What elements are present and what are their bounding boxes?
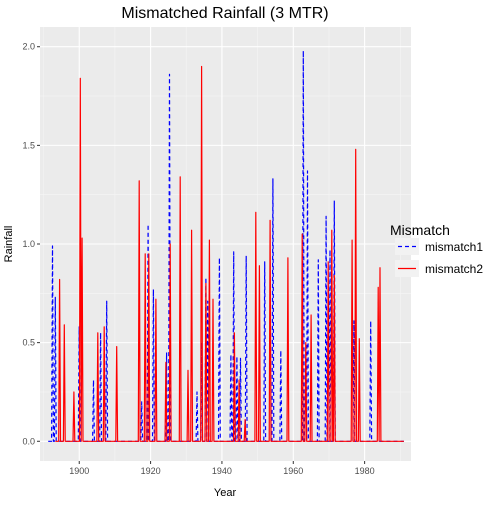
data-point-mismatch2 <box>269 220 270 221</box>
data-point-mismatch1 <box>205 277 206 278</box>
y-axis-title: Rainfall <box>3 226 15 263</box>
data-point-mismatch1 <box>370 320 371 321</box>
y-tick-label: 1.0 <box>22 239 35 249</box>
legend-title: Mismatch <box>390 222 450 238</box>
data-point-mismatch1 <box>233 251 234 252</box>
data-point-mismatch1 <box>303 50 304 51</box>
data-point-mismatch2 <box>80 78 81 79</box>
series-layer <box>48 50 404 442</box>
legend-label-mismatch1: mismatch1 <box>425 240 483 254</box>
data-point-mismatch2 <box>302 234 303 235</box>
data-point-mismatch1 <box>147 224 148 225</box>
data-point-mismatch2 <box>334 275 335 276</box>
x-tick-label: 1920 <box>141 466 161 476</box>
data-point-mismatch2 <box>59 279 60 280</box>
data-point-mismatch2 <box>379 267 380 268</box>
x-tick-label: 1980 <box>355 466 375 476</box>
data-point-mismatch2 <box>328 261 329 262</box>
data-point-mismatch1 <box>325 216 326 217</box>
y-tick-label: 2.0 <box>22 42 35 52</box>
data-point-mismatch1 <box>236 356 237 357</box>
data-point-mismatch1 <box>52 245 53 246</box>
data-point-mismatch1 <box>219 257 220 258</box>
x-axis-title: Year <box>214 487 237 499</box>
y-tick-label: 0.5 <box>22 338 35 348</box>
data-point-mismatch2 <box>355 149 356 150</box>
data-point-mismatch1 <box>207 301 208 302</box>
y-axis: 0.0 0.5 1.0 1.5 2.0 <box>22 42 40 446</box>
data-point-mismatch1 <box>334 200 335 201</box>
legend: Mismatch mismatch1 mismatch2 <box>390 222 483 277</box>
x-tick-label: 1900 <box>69 466 89 476</box>
data-point-mismatch1 <box>240 358 241 359</box>
data-point-mismatch2 <box>259 265 260 266</box>
data-point-mismatch1 <box>329 249 330 250</box>
data-point-mismatch2 <box>187 370 188 371</box>
data-point-mismatch2 <box>170 243 171 244</box>
data-point-mismatch2 <box>165 362 166 363</box>
data-point-mismatch2 <box>97 332 98 333</box>
data-point-mismatch2 <box>64 324 65 325</box>
data-point-mismatch1 <box>153 289 154 290</box>
data-point-mismatch2 <box>352 239 353 240</box>
data-point-mismatch2 <box>331 230 332 231</box>
x-tick-label: 1940 <box>212 466 232 476</box>
data-point-mismatch1 <box>318 259 319 260</box>
data-point-mismatch1 <box>93 380 94 381</box>
data-point-mismatch1 <box>280 350 281 351</box>
data-point-mismatch2 <box>180 176 181 177</box>
x-tick-label: 1960 <box>283 466 303 476</box>
data-point-mismatch2 <box>359 338 360 339</box>
data-point-mismatch2 <box>155 299 156 300</box>
data-point-mismatch1 <box>353 320 354 321</box>
data-point-mismatch2 <box>305 342 306 343</box>
data-point-mismatch1 <box>169 74 170 75</box>
data-point-mismatch2 <box>287 257 288 258</box>
data-point-mismatch2 <box>378 287 379 288</box>
x-axis: 1900 1920 1940 1960 1980 <box>69 461 375 476</box>
data-point-mismatch2 <box>81 237 82 238</box>
data-point-mismatch2 <box>104 326 105 327</box>
data-point-mismatch2 <box>116 346 117 347</box>
data-point-mismatch2 <box>238 380 239 381</box>
data-point-mismatch2 <box>73 391 74 392</box>
data-point-mismatch1 <box>264 261 265 262</box>
y-tick-label: 1.5 <box>22 140 35 150</box>
data-point-mismatch1 <box>246 255 247 256</box>
data-point-mismatch1 <box>272 178 273 179</box>
chart-title: Mismatched Rainfall (3 MTR) <box>121 5 328 22</box>
data-point-mismatch2 <box>148 253 149 254</box>
data-point-mismatch2 <box>191 230 192 231</box>
data-point-mismatch1 <box>166 352 167 353</box>
data-point-mismatch2 <box>245 419 246 420</box>
data-point-mismatch2 <box>139 180 140 181</box>
data-point-mismatch2 <box>201 66 202 67</box>
data-point-mismatch1 <box>55 297 56 298</box>
data-point-mismatch1 <box>100 332 101 333</box>
y-tick-label: 0.0 <box>22 436 35 446</box>
data-point-mismatch2 <box>145 253 146 254</box>
series-line-mismatch2 <box>55 65 404 442</box>
data-point-mismatch2 <box>234 332 235 333</box>
data-point-mismatch2 <box>311 314 312 315</box>
data-point-mismatch1 <box>230 354 231 355</box>
data-point-mismatch1 <box>141 401 142 402</box>
data-point-mismatch1 <box>106 301 107 302</box>
data-point-mismatch2 <box>205 283 206 284</box>
data-point-mismatch1 <box>196 391 197 392</box>
data-point-mismatch2 <box>255 212 256 213</box>
legend-label-mismatch2: mismatch2 <box>425 262 483 276</box>
data-point-mismatch1 <box>307 170 308 171</box>
data-point-mismatch2 <box>209 239 210 240</box>
data-point-mismatch2 <box>212 299 213 300</box>
